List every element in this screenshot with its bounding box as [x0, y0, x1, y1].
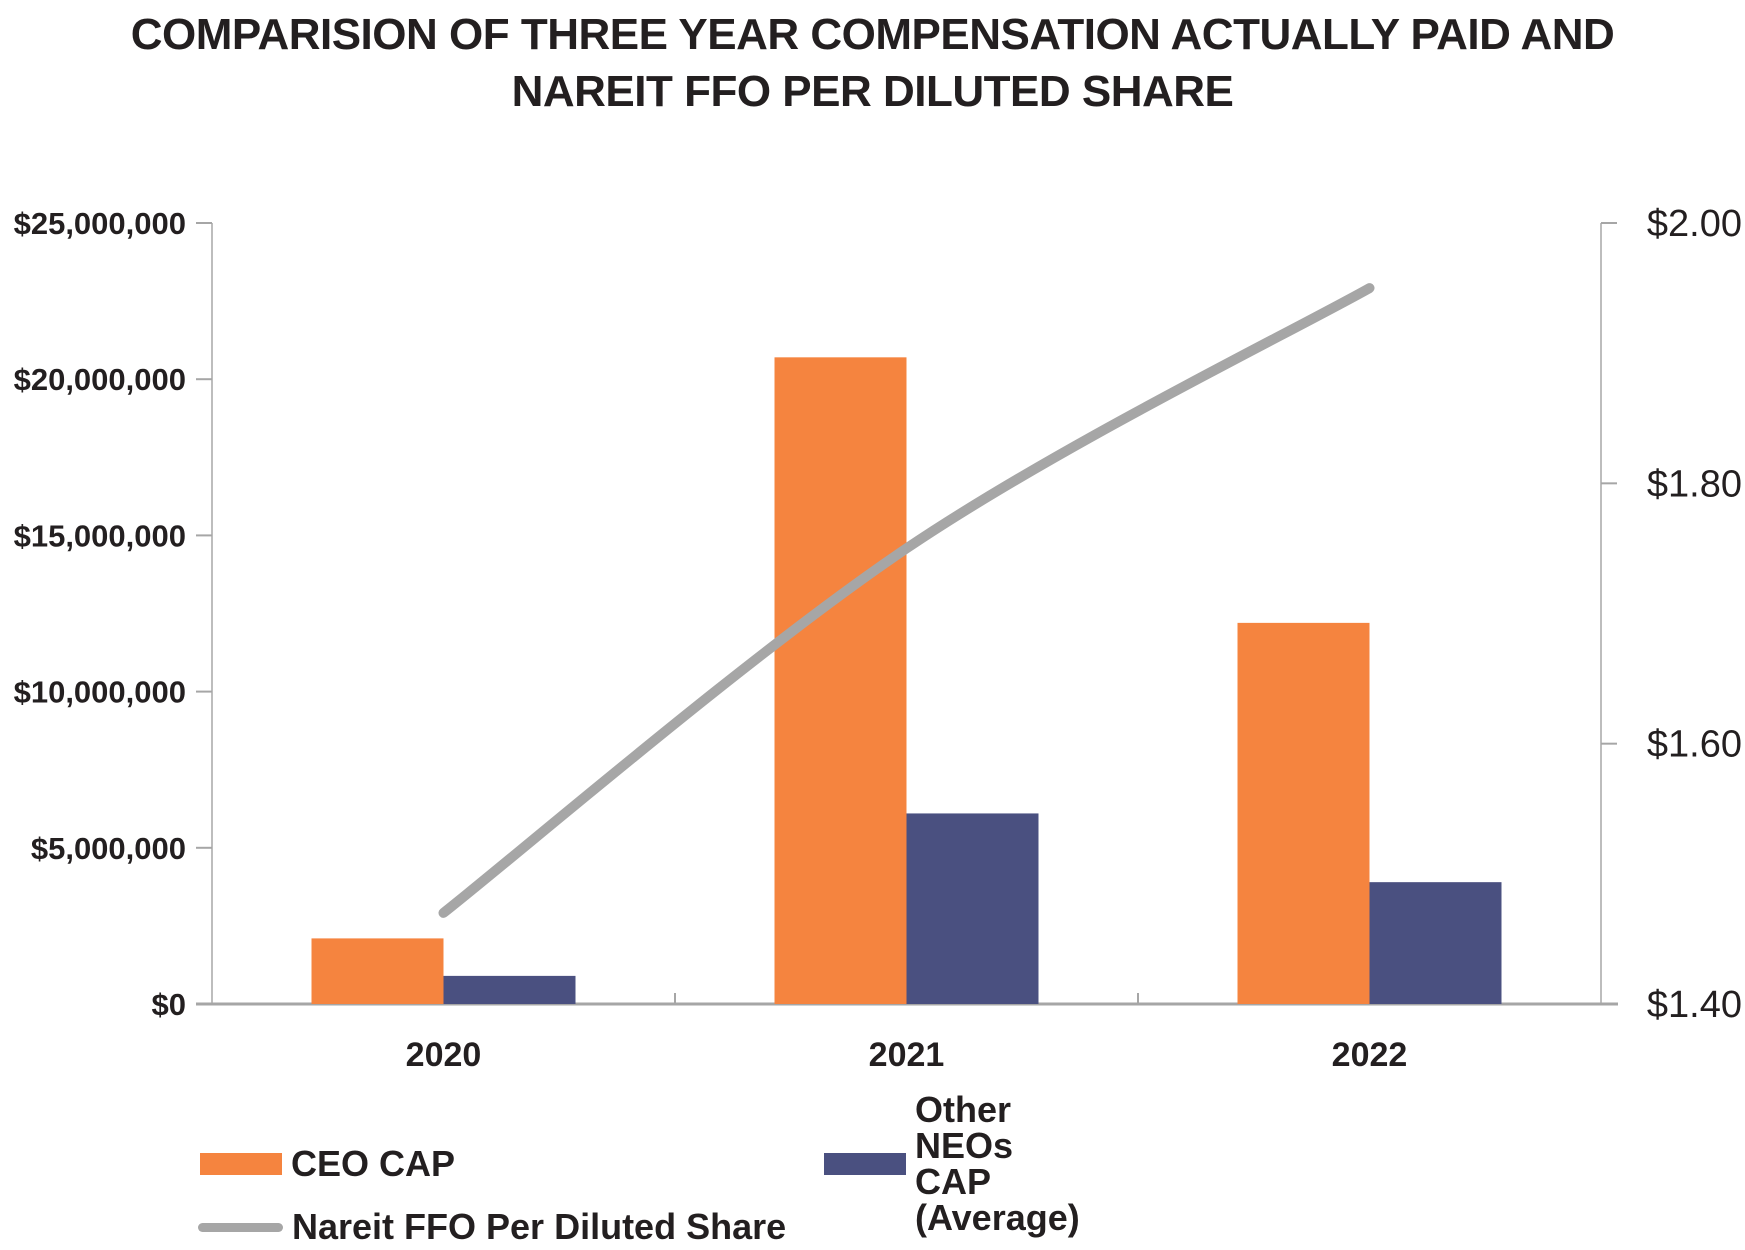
legend-item-other-neos: Other NEOs CAP (Average): [824, 1092, 1080, 1236]
right-axis-tick-label-3: $2.00: [1647, 203, 1742, 245]
legend-row-2: Nareit FFO Per Diluted Share: [198, 1209, 786, 1245]
bar-other-neos-cap-2021: [906, 813, 1039, 1004]
x-axis-category-label-1: 2021: [869, 1036, 945, 1074]
x-axis-category-label-0: 2020: [406, 1036, 482, 1074]
legend-label-other-neos: Other NEOs CAP (Average): [915, 1089, 1080, 1238]
right-axis-tick-label-1: $1.60: [1647, 724, 1742, 766]
left-axis-tick-label-4: $20,000,000: [14, 362, 186, 397]
left-axis-tick-label-5: $25,000,000: [14, 206, 186, 241]
legend-item-ceo-cap: CEO CAP: [200, 1146, 455, 1182]
legend-label-ffo-line: Nareit FFO Per Diluted Share: [292, 1206, 787, 1247]
left-axis-tick-label-3: $15,000,000: [14, 518, 186, 553]
x-axis-category-label-2: 2022: [1332, 1036, 1408, 1074]
right-axis-tick-label-0: $1.40: [1647, 984, 1742, 1026]
legend-swatch-ffo-line: [198, 1222, 283, 1232]
bar-ceo-cap-2020: [311, 938, 444, 1004]
legend-swatch-ceo-cap: [200, 1153, 282, 1175]
legend-label-ceo-cap: CEO CAP: [291, 1143, 456, 1184]
legend-swatch-other-neos: [824, 1153, 906, 1175]
legend-row-1: CEO CAP Other NEOs CAP (Average): [200, 1092, 1080, 1236]
left-axis-tick-label-0: $0: [152, 987, 186, 1022]
ffo-line: [438, 283, 1375, 918]
bar-ceo-cap-2021: [774, 357, 907, 1004]
left-axis-tick-label-2: $10,000,000: [14, 675, 186, 710]
bar-other-neos-cap-2020: [443, 975, 576, 1004]
chart-title-line1: COMPARISION OF THREE YEAR COMPENSATION A…: [130, 10, 1615, 59]
bar-other-neos-cap-2022: [1369, 882, 1502, 1004]
left-axis-tick-label-1: $5,000,000: [31, 831, 186, 866]
right-axis-tick-label-2: $1.80: [1647, 463, 1742, 505]
bar-ceo-cap-2022: [1237, 622, 1370, 1004]
legend-item-ffo-line: Nareit FFO Per Diluted Share: [198, 1209, 786, 1245]
chart-title-line2: NAREIT FFO PER DILUTED SHARE: [511, 67, 1234, 116]
chart-title: COMPARISION OF THREE YEAR COMPENSATION A…: [0, 6, 1745, 120]
